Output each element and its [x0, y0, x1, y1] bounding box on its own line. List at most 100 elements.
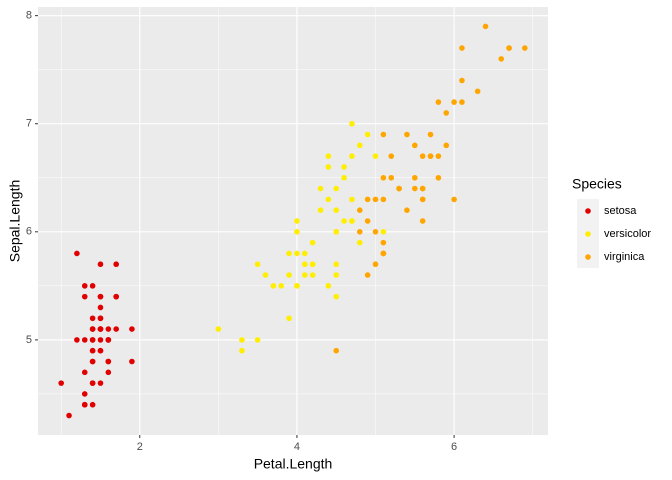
point — [482, 23, 489, 30]
point — [301, 250, 308, 257]
point — [380, 174, 387, 181]
point — [380, 229, 387, 235]
point — [58, 380, 64, 386]
point — [105, 369, 112, 376]
point — [333, 293, 340, 300]
point — [97, 380, 104, 386]
legend-key — [585, 254, 591, 260]
point — [270, 283, 277, 289]
point — [435, 174, 442, 181]
point — [113, 261, 119, 268]
point — [89, 283, 96, 289]
point — [262, 272, 269, 278]
point — [89, 380, 96, 386]
point — [372, 153, 379, 159]
y-tick-label: 7 — [26, 118, 32, 130]
x-tick-label: 4 — [294, 441, 300, 453]
legend-label: setosa — [604, 205, 637, 217]
point — [459, 99, 465, 105]
legend-key — [585, 208, 591, 214]
point — [380, 196, 387, 203]
point — [309, 239, 316, 246]
x-tick-label: 6 — [451, 441, 457, 453]
point — [522, 45, 528, 51]
point — [215, 326, 222, 332]
point — [364, 196, 371, 203]
point — [333, 229, 340, 235]
y-axis-title: Sepal.Length — [7, 180, 23, 263]
point — [97, 261, 104, 268]
point — [325, 164, 332, 170]
point — [89, 358, 96, 365]
point — [349, 218, 355, 224]
point — [325, 153, 332, 159]
point — [341, 174, 347, 181]
point — [239, 347, 245, 354]
point — [286, 315, 292, 322]
point — [301, 272, 308, 278]
point — [427, 153, 434, 159]
point — [89, 337, 96, 343]
point — [427, 131, 434, 138]
point — [81, 293, 88, 300]
point — [317, 185, 324, 192]
point — [97, 326, 104, 332]
point — [333, 185, 340, 192]
point — [286, 272, 292, 278]
point — [364, 272, 371, 278]
legend-key — [585, 231, 591, 237]
point — [97, 337, 104, 343]
point — [388, 174, 395, 181]
point — [301, 261, 308, 268]
point — [356, 207, 363, 213]
point — [97, 293, 104, 300]
point — [89, 315, 96, 322]
y-tick-label: 8 — [26, 10, 32, 22]
point — [364, 131, 371, 138]
point — [404, 131, 410, 138]
point — [333, 272, 340, 278]
point — [309, 272, 316, 278]
point — [89, 326, 96, 332]
point — [294, 283, 300, 289]
point — [294, 218, 300, 224]
point — [81, 283, 88, 289]
point — [498, 56, 505, 62]
point — [278, 283, 285, 289]
y-tick-label: 5 — [26, 334, 32, 346]
point — [459, 77, 465, 84]
point — [254, 337, 261, 343]
grid — [38, 7, 548, 435]
point — [419, 196, 426, 203]
point — [380, 131, 387, 138]
point — [443, 142, 450, 149]
point — [396, 185, 402, 192]
point — [506, 45, 512, 51]
point — [81, 337, 88, 343]
legend-title: Species — [572, 176, 622, 192]
point — [113, 293, 119, 300]
legend-label: virginica — [604, 251, 645, 263]
point — [341, 164, 347, 170]
point — [97, 347, 104, 354]
point — [349, 120, 355, 127]
point — [419, 218, 426, 224]
point — [333, 261, 340, 268]
x-tick-label: 2 — [137, 441, 143, 453]
point — [105, 326, 112, 332]
point — [419, 153, 426, 159]
point — [412, 174, 418, 181]
point — [66, 412, 72, 419]
point — [239, 337, 245, 343]
point — [349, 196, 355, 203]
point — [419, 185, 426, 192]
point — [81, 401, 88, 408]
point — [451, 196, 457, 203]
point — [356, 142, 363, 149]
point — [89, 401, 96, 408]
point — [309, 261, 316, 268]
point — [364, 218, 371, 224]
point — [286, 250, 292, 257]
point — [317, 207, 324, 213]
point — [325, 196, 332, 203]
